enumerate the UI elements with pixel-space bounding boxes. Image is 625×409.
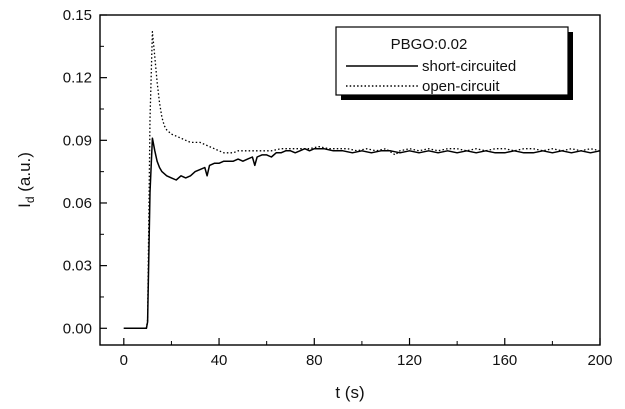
x-tick-label: 120 xyxy=(397,352,422,369)
y-axis-title-unit: (a.u.) xyxy=(15,152,34,196)
x-tick-label: 200 xyxy=(587,352,612,369)
y-tick-label: 0.00 xyxy=(63,320,92,337)
y-tick-label: 0.03 xyxy=(63,258,92,275)
y-tick-label: 0.12 xyxy=(63,70,92,87)
legend-title: PBGO:0.02 xyxy=(391,36,468,53)
plot-area xyxy=(123,31,601,330)
axes: 0 40 80 120 160 200 0.00 0.03 0.06 0.09 0.12 0.15 xyxy=(63,7,613,369)
x-axis-ticks: 0 40 80 120 160 200 xyxy=(120,338,613,369)
legend-box xyxy=(335,26,569,96)
x-tick-label: 0 xyxy=(120,352,128,369)
y-tick-label: 0.06 xyxy=(63,195,92,212)
y-axis-title-sub: d xyxy=(23,196,37,203)
series-line-short-circuited xyxy=(123,137,601,330)
y-axis-title: Id (a.u.) xyxy=(15,152,37,208)
x-tick-label: 40 xyxy=(211,352,228,369)
series-line-open-circuit xyxy=(123,31,601,329)
x-tick-label: 160 xyxy=(492,352,517,369)
y-tick-label: 0.09 xyxy=(63,132,92,149)
y-axis-ticks: 0.00 0.03 0.06 0.09 0.12 0.15 xyxy=(63,7,107,337)
legend: PBGO:0.02 short-circuited open-circuit xyxy=(335,26,573,100)
legend-label-open-circuit: open-circuit xyxy=(422,78,500,95)
x-tick-label: 80 xyxy=(306,352,323,369)
x-axis-title: t (s) xyxy=(335,383,364,402)
legend-label-short-circuited: short-circuited xyxy=(422,58,516,75)
y-axis-title-main: I xyxy=(15,203,34,208)
y-tick-label: 0.15 xyxy=(63,7,92,24)
plot-frame xyxy=(99,14,601,346)
